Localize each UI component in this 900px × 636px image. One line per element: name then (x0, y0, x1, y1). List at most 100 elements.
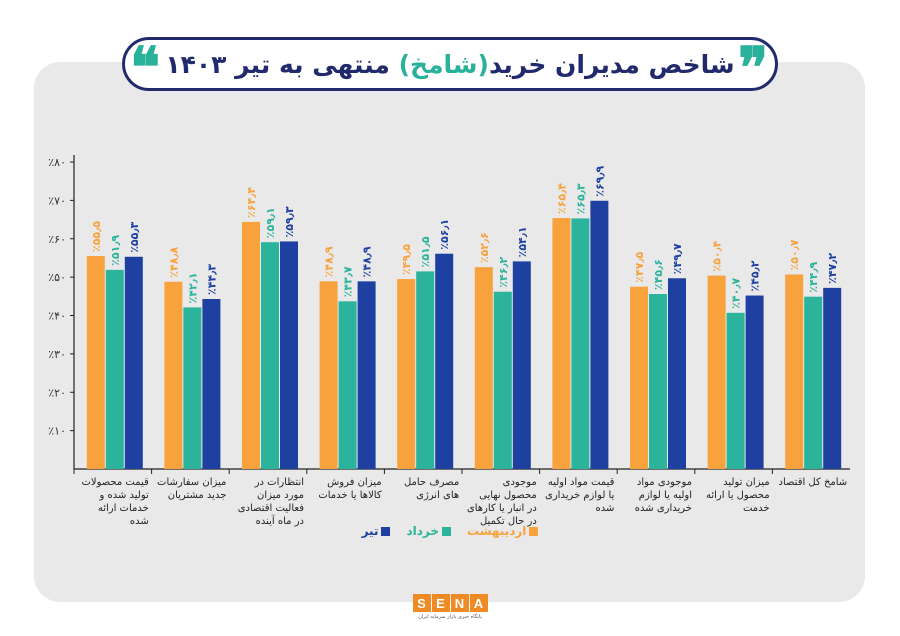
legend-item: اردیبهشت (467, 524, 539, 538)
y-tick-label: ٪۴۰ (48, 310, 66, 323)
bar-value-label: ٪۴۹٫۵ (400, 244, 413, 275)
bar-value-label: ٪۴۲٫۱ (186, 272, 199, 303)
bar (357, 281, 376, 469)
bar (164, 281, 183, 469)
y-tick-label: ٪۵۰ (48, 271, 66, 284)
bar (512, 261, 531, 469)
bar (493, 291, 512, 469)
legend-swatch (442, 526, 451, 536)
title-highlight: (شامخ) (398, 49, 489, 79)
logo-letter: A (469, 594, 488, 612)
bar (397, 279, 416, 469)
bar-value-label: ٪۴۹٫۷ (671, 243, 684, 274)
bar (86, 256, 105, 469)
logo-letter: N (450, 594, 469, 612)
bar (726, 312, 745, 469)
bar-value-label: ٪۴۷٫۲ (826, 253, 839, 284)
bar (668, 278, 686, 469)
bar-value-label: ٪۵۵٫۳ (128, 222, 141, 253)
bar (338, 301, 357, 469)
bar (571, 218, 590, 469)
bar-value-label: ٪۶۵٫۳ (574, 183, 587, 214)
bar (707, 275, 726, 469)
legend-label: اردیبهشت (467, 524, 527, 538)
bar-value-label: ٪۴۳٫۷ (342, 266, 355, 297)
x-tick-label: انتظارات در مورد میزان فعالیت اقتصادی در… (237, 477, 304, 527)
legend-swatch (381, 526, 391, 536)
y-tick-label: ٪۳۰ (48, 348, 66, 361)
bar-value-label: ٪۵۶٫۱ (438, 219, 451, 250)
x-tick-label: شامخ کل اقتصاد (778, 477, 848, 488)
bar (435, 253, 454, 469)
bar (183, 307, 202, 469)
y-tick-label: ٪۶۰ (48, 233, 66, 246)
x-tick-label: قیمت مواد اولیه یا لوازم خریداری شده (545, 477, 615, 514)
bar-value-label: ٪۵۹٫۳ (283, 206, 296, 237)
chart-title: شاخص مدیران خرید(شامخ) منتهی به تیر ۱۴۰۳ (165, 50, 734, 79)
logo-subtitle: پایگاه خبری بازار سرمایه ایران (418, 614, 482, 620)
logo-letter: S (412, 594, 431, 612)
bar-value-label: ٪۴۸٫۸ (167, 246, 180, 277)
bar-value-label: ٪۵۱٫۹ (109, 235, 122, 266)
bar (474, 267, 493, 469)
quote-close-icon: ❝ (130, 35, 161, 101)
title-box: شاخص مدیران خرید(شامخ) منتهی به تیر ۱۴۰۳ (122, 37, 778, 91)
legend: اردیبهشت خرداد تیر (300, 524, 600, 538)
legend-swatch (529, 526, 539, 536)
bar (261, 242, 279, 469)
x-tick-label: مصرف حامل های انرژی (403, 477, 460, 501)
chart-bars: ٪۵۰٫۷ ٪۴۴٫۹ ٪۴۷٫۲ ٪۵۰٫۴ ٪۴۰٫۷ ٪۴۵٫۲ ٪۴۷٫۵ ٪۴۵٫۶… (86, 165, 842, 470)
bar-value-label: ٪۵۴٫۱ (516, 226, 529, 257)
bar (552, 218, 571, 469)
bar (590, 200, 609, 470)
bar-value-label: ٪۶۵٫۴ (555, 183, 568, 214)
bar (785, 274, 804, 469)
x-tick-label: قیمت محصولات تولید شده و خدمات ارائه شده (81, 477, 149, 527)
bar-value-label: ٪۵۰٫۴ (711, 240, 724, 271)
bar-value-label: ٪۴۶٫۲ (497, 256, 510, 287)
bar-value-label: ٪۵۲٫۶ (478, 232, 491, 263)
bar (105, 269, 124, 469)
bar-value-label: ٪۶۹٫۹ (593, 165, 606, 196)
bar-value-label: ٪۵۰٫۷ (788, 239, 801, 270)
x-tick-label: میزان تولید محصول یا ارائه خدمت (705, 477, 770, 514)
bar (649, 294, 667, 469)
bar (242, 221, 260, 469)
bar-value-label: ٪۴۰٫۷ (730, 278, 743, 309)
legend-label: تیر (361, 524, 379, 538)
bar (124, 256, 143, 469)
legend-label: خرداد (406, 524, 439, 538)
bar-value-label: ٪۴۷٫۵ (633, 251, 646, 282)
bar-value-label: ٪۵۱٫۵ (419, 236, 432, 267)
x-tick-label: موجودی محصول نهایی در انبار یا کارهای در… (466, 477, 537, 527)
legend-item: خرداد (406, 524, 451, 538)
bar-value-label: ٪۴۵٫۲ (749, 260, 762, 291)
bar (804, 296, 823, 469)
y-tick-label: ٪۷۰ (48, 194, 66, 207)
bar (630, 286, 648, 469)
bar (416, 271, 435, 469)
quote-open-icon: ❞ (738, 35, 769, 101)
bar (745, 295, 764, 469)
bar (319, 281, 338, 469)
x-tick-label: میزان فروش کالاها یا خدمات (318, 477, 382, 501)
bar-value-label: ٪۶۴٫۴ (245, 187, 258, 218)
bar (280, 241, 298, 469)
legend-item: تیر (362, 524, 391, 538)
y-tick-label: ٪۸۰ (48, 156, 66, 169)
y-tick-label: ٪۲۰ (48, 386, 66, 399)
bar-value-label: ٪۴۴٫۹ (807, 261, 820, 292)
title-main: شاخص مدیران خرید (488, 49, 735, 79)
logo-letter: E (431, 594, 450, 612)
bar-value-label: ٪۴۸٫۹ (361, 246, 374, 277)
title-date: منتهی به تیر ۱۴۰۳ (165, 49, 399, 79)
bar-value-label: ٪۵۵٫۵ (90, 221, 103, 252)
x-tick-label: میزان سفارشات جدید مشتریان (157, 477, 227, 501)
bar-value-label: ٪۴۵٫۶ (652, 259, 665, 290)
x-tick-label: موجودی مواد اولیه یا لوازم خریداری شده (634, 477, 692, 514)
y-tick-label: ٪۱۰ (48, 425, 66, 438)
bar (823, 287, 842, 469)
